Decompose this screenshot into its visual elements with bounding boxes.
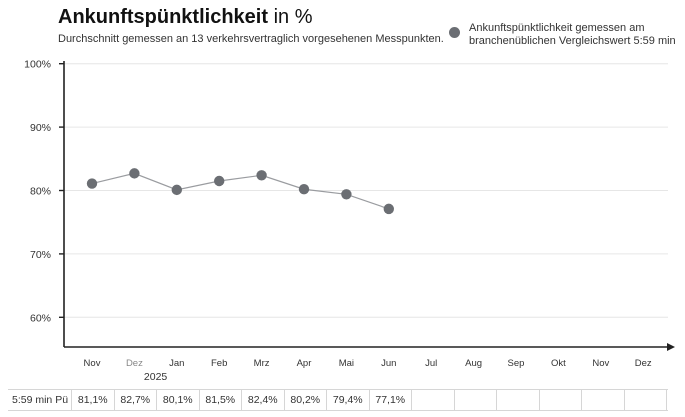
data-table-cell	[582, 390, 625, 410]
x-tick-label: Nov	[84, 358, 101, 369]
x-tick-label: Aug	[465, 358, 482, 369]
data-point	[256, 170, 267, 181]
x-tick-label: Apr	[297, 358, 312, 369]
chart-subtitle: Durchschnitt gemessen an 13 verkehrsvert…	[58, 33, 444, 45]
data-table-cell: 82,7%	[115, 390, 157, 410]
y-tick-label: 90%	[30, 122, 51, 134]
legend-marker-icon	[449, 27, 460, 38]
data-table-cell: 77,1%	[370, 390, 412, 410]
data-table-cell: 80,2%	[285, 390, 327, 410]
x-tick-label: Dez	[635, 358, 652, 369]
chart-grid	[64, 63, 668, 318]
series-line	[91, 172, 389, 210]
x-tick-label: Sep	[508, 358, 525, 369]
y-tick-label: 60%	[30, 312, 51, 324]
data-point	[341, 189, 352, 200]
x-tick-label: Jul	[425, 358, 437, 369]
data-table-cell	[412, 390, 455, 410]
x-tick-label: Feb	[211, 358, 227, 369]
x-tick-label: Dez	[126, 358, 143, 369]
x-tick-label: Mai	[339, 358, 354, 369]
data-table-cell: 81,1%	[72, 390, 115, 410]
data-table-cell: 81,5%	[200, 390, 242, 410]
data-table-cell	[540, 390, 582, 410]
series-layer	[86, 168, 394, 215]
x-tick-label: Okt	[551, 358, 566, 369]
x-year-label: 2025	[144, 371, 168, 383]
chart-title-unit: in %	[268, 6, 313, 28]
chart-axes	[59, 61, 675, 351]
data-table-cell	[497, 390, 540, 410]
data-point	[298, 184, 310, 195]
data-table-cell	[625, 390, 667, 410]
line-chart: 100% 90% 80% 70% 60% Nov Dez Jan Feb Mrz Apr Mai Ju…	[24, 59, 675, 383]
x-tick-label: Mrz	[254, 358, 270, 369]
data-point	[214, 175, 225, 187]
legend-label: Ankunftspünktlichkeit gemessen am branch…	[469, 22, 676, 47]
data-table-cell: 79,4%	[327, 390, 370, 410]
x-tick-label: Jun	[381, 358, 396, 369]
data-point	[129, 168, 140, 179]
data-point	[86, 178, 98, 189]
y-tick-label: 80%	[30, 186, 51, 198]
x-axis-arrow-icon	[667, 343, 675, 351]
data-table-row-label: 5:59 min Pü	[8, 390, 72, 410]
y-tick-label: 70%	[30, 249, 51, 261]
data-table-cell: 80,1%	[157, 390, 200, 410]
data-table-cell	[455, 390, 497, 410]
data-table: 5:59 min Pü 81,1% 82,7% 80,1% 81,5% 82,4% 80,…	[8, 389, 668, 411]
chart-title-bold: Ankunftspünktlichkeit	[58, 6, 269, 28]
data-table-cell: 82,4%	[242, 390, 285, 410]
x-tick-label: Nov	[592, 358, 609, 369]
data-point	[171, 184, 182, 196]
x-tick-label: Jan	[169, 358, 184, 369]
x-axis-tick-labels: Nov Dez Jan Feb Mrz Apr Mai Jun Jul Aug Sep Okt Nov D…	[84, 358, 652, 383]
y-tick-label: 100%	[24, 59, 51, 71]
data-point	[383, 203, 394, 215]
y-axis-tick-labels: 100% 90% 80% 70% 60%	[24, 59, 51, 325]
chart-title: Ankunftspünktlichkeit in %	[58, 6, 312, 29]
